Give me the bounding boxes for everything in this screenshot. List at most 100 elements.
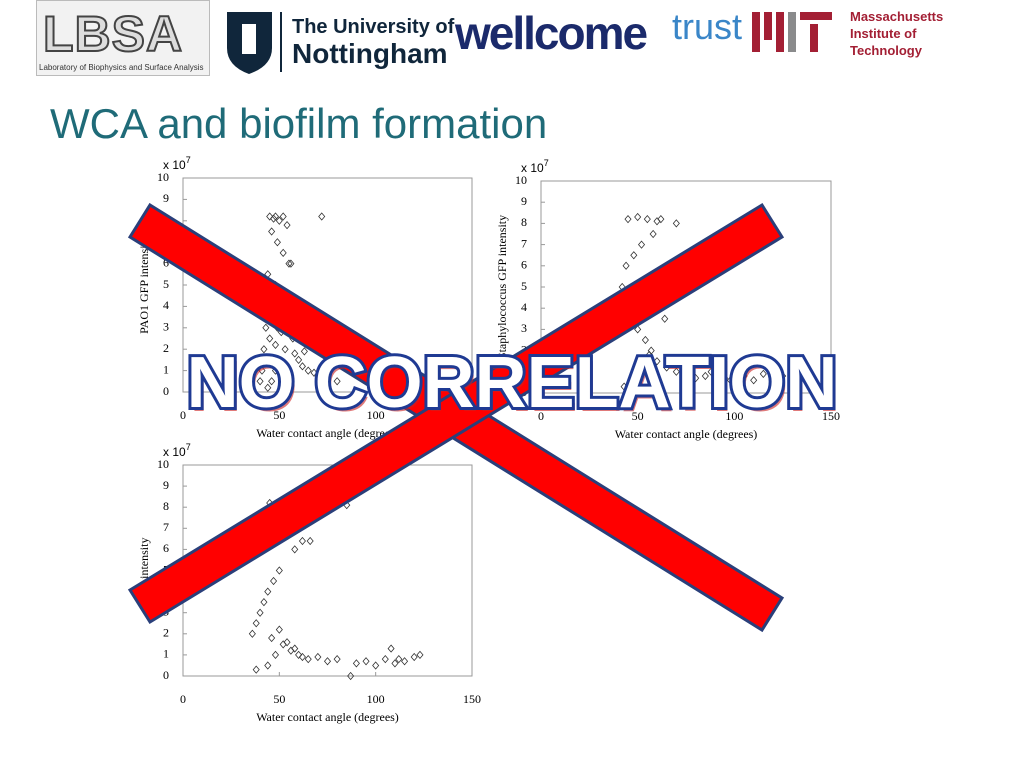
point bbox=[291, 644, 299, 653]
x-tick-label: 50 bbox=[632, 409, 644, 423]
y-tick-label: 7 bbox=[163, 520, 169, 534]
x-axis-label: Water contact angle (degrees) bbox=[615, 427, 758, 441]
point bbox=[264, 383, 272, 392]
point bbox=[295, 650, 303, 660]
point bbox=[275, 566, 283, 575]
point bbox=[291, 545, 299, 554]
x-tick-label: 50 bbox=[273, 408, 285, 422]
y-tick-label: 4 bbox=[521, 300, 527, 314]
mit-line: Technology bbox=[850, 43, 922, 58]
point bbox=[266, 334, 274, 343]
point bbox=[287, 259, 295, 268]
x-tick-label: 150 bbox=[463, 692, 481, 706]
lbsa-logo: LBSA Laboratory of Biophysics and Surfac… bbox=[36, 0, 210, 76]
mit-line: Institute of bbox=[850, 26, 917, 41]
point bbox=[416, 650, 424, 660]
point bbox=[750, 376, 758, 385]
nottingham-crest bbox=[227, 12, 272, 74]
point bbox=[268, 227, 276, 236]
point bbox=[252, 665, 260, 674]
y-scale-exp: 7 bbox=[186, 442, 191, 452]
point bbox=[653, 357, 661, 366]
point bbox=[271, 340, 280, 350]
point bbox=[657, 215, 665, 224]
nottingham-bottom: Nottingham bbox=[292, 38, 448, 69]
point bbox=[701, 371, 709, 381]
point bbox=[362, 657, 370, 666]
point bbox=[275, 355, 283, 365]
point bbox=[279, 212, 287, 221]
mit-logo bbox=[752, 12, 832, 52]
point bbox=[271, 650, 280, 660]
point bbox=[268, 377, 276, 386]
point bbox=[268, 633, 276, 643]
y-tick-label: 4 bbox=[163, 298, 169, 312]
point bbox=[347, 671, 355, 681]
lbsa-text: LBSA bbox=[42, 5, 184, 63]
point bbox=[298, 652, 306, 662]
x-axis-label: Water contact angle (degrees) bbox=[256, 426, 399, 440]
y-tick-label: 0 bbox=[163, 384, 169, 398]
point bbox=[628, 378, 636, 387]
point bbox=[275, 216, 283, 225]
y-scale-exp: 7 bbox=[544, 158, 549, 168]
point bbox=[283, 638, 291, 647]
point bbox=[256, 377, 264, 386]
slide-title: WCA and biofilm formation bbox=[50, 100, 548, 147]
y-tick-label: 0 bbox=[163, 668, 169, 682]
point bbox=[721, 374, 729, 383]
point bbox=[281, 345, 289, 354]
point bbox=[318, 212, 326, 221]
point bbox=[279, 248, 287, 258]
point bbox=[620, 382, 628, 391]
point bbox=[638, 240, 646, 249]
point bbox=[333, 655, 341, 664]
x-tick-label: 100 bbox=[725, 409, 743, 423]
y-tick-label: 9 bbox=[163, 478, 169, 492]
point bbox=[381, 655, 389, 664]
point bbox=[323, 375, 332, 384]
point bbox=[352, 659, 360, 668]
point bbox=[769, 374, 777, 383]
point bbox=[264, 661, 272, 670]
point bbox=[672, 219, 680, 228]
x-tick-label: 100 bbox=[367, 692, 385, 706]
point bbox=[333, 377, 341, 386]
point bbox=[285, 259, 293, 268]
point bbox=[759, 369, 767, 379]
lbsa-subtitle: Laboratory of Biophysics and Surface Ana… bbox=[39, 63, 204, 72]
point bbox=[740, 371, 748, 381]
point bbox=[300, 347, 308, 356]
y-tick-label: 9 bbox=[163, 191, 169, 205]
point bbox=[632, 371, 640, 381]
point bbox=[622, 261, 630, 270]
y-scale-label: x 107 bbox=[163, 442, 191, 459]
x-tick-label: 0 bbox=[180, 408, 186, 422]
point bbox=[264, 587, 272, 596]
y-tick-label: 2 bbox=[163, 341, 169, 355]
y-tick-label: 6 bbox=[163, 255, 169, 269]
y-scale-base: x 10 bbox=[163, 158, 186, 172]
point bbox=[649, 229, 657, 239]
point bbox=[271, 212, 280, 221]
point bbox=[298, 362, 306, 371]
x-axis-label: Water contact angle (degrees) bbox=[256, 710, 399, 724]
point bbox=[395, 655, 403, 664]
point bbox=[270, 214, 278, 223]
y-tick-label: 10 bbox=[157, 457, 169, 471]
point bbox=[711, 376, 719, 385]
point bbox=[291, 349, 299, 358]
y-tick-label: 7 bbox=[521, 236, 527, 250]
point bbox=[726, 376, 734, 385]
y-tick-label: 1 bbox=[163, 362, 169, 376]
point bbox=[661, 314, 669, 323]
x-tick-label: 100 bbox=[367, 408, 385, 422]
point bbox=[304, 366, 312, 375]
point bbox=[258, 366, 266, 375]
point bbox=[314, 652, 322, 662]
y-tick-label: 8 bbox=[163, 499, 169, 513]
wellcome-text: wellcome bbox=[455, 7, 648, 59]
